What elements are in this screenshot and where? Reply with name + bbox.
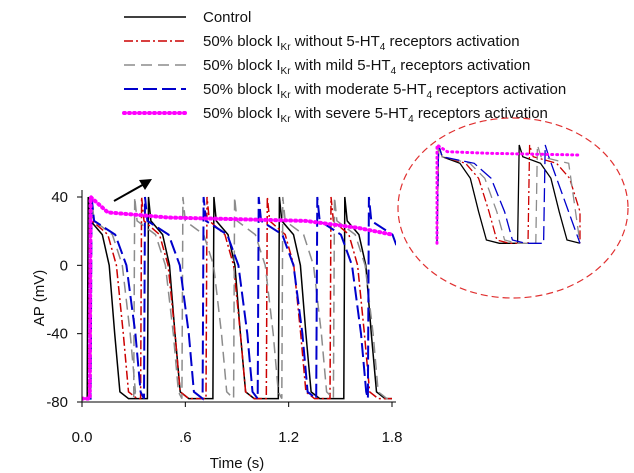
legend-label-3: 50% block IKr with moderate 5-HT4 recept… — [203, 81, 566, 101]
legend-label-1: 50% block IKr without 5-HT4 receptors ac… — [203, 33, 520, 53]
inset-series-line-4 — [435, 142, 582, 245]
legend-label-2: 50% block IKr with mild 5-HT4 receptors … — [203, 57, 530, 77]
y-tick-label: 0 — [60, 257, 68, 274]
axes — [81, 190, 396, 403]
y-tick-label: -40 — [46, 326, 68, 343]
y-axis-title: AP (mV) — [31, 270, 48, 326]
zoom-inset — [397, 117, 629, 299]
y-tick-label: -80 — [46, 394, 68, 411]
inset-series-line-2 — [436, 144, 581, 244]
series-line-4 — [82, 192, 394, 401]
x-axis-title: Time (s) — [210, 455, 264, 472]
x-tick-label: .6 — [179, 429, 192, 446]
legend-label-0: Control — [203, 9, 251, 26]
x-tick-label: 1.8 — [382, 429, 403, 446]
series-line-0 — [82, 196, 392, 400]
inset-series-line-1 — [436, 144, 581, 244]
shift-arrow — [113, 179, 152, 202]
legend-label-4: 50% block IKr with severe 5-HT4 receptor… — [203, 105, 548, 125]
ticks: 0.0 .6 1.2 1.8 -80 -40 0 40 — [46, 189, 402, 446]
series-line-1 — [82, 196, 392, 400]
plot-area — [82, 192, 396, 402]
x-tick-label: 1.2 — [278, 429, 299, 446]
legend: Control 50% block IKr without 5-HT4 recep… — [122, 9, 566, 125]
series-line-2 — [82, 196, 392, 401]
series-line-3 — [82, 196, 396, 402]
inset-series-line-0 — [436, 144, 581, 244]
y-tick-label: 40 — [51, 189, 68, 206]
x-tick-label: 0.0 — [72, 429, 93, 446]
inset-series-line-3 — [436, 144, 581, 244]
inset-ellipse — [397, 117, 629, 299]
